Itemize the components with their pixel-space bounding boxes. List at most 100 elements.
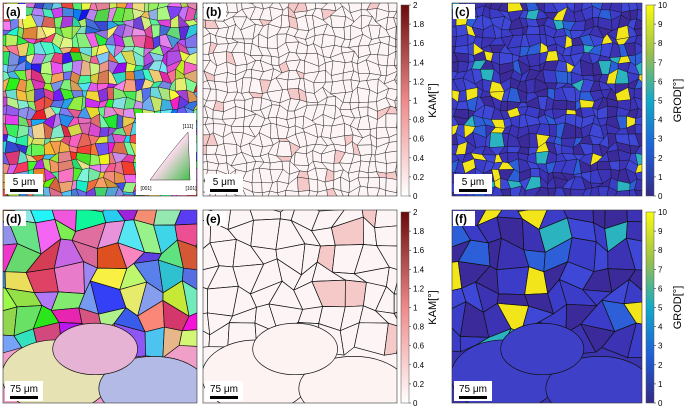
grain bbox=[374, 310, 397, 327]
grain bbox=[85, 187, 97, 196]
panel-label: (c) bbox=[455, 5, 470, 19]
grain bbox=[203, 161, 209, 171]
grain bbox=[31, 143, 45, 157]
grain bbox=[184, 19, 197, 27]
grain bbox=[343, 25, 352, 40]
colorbar-tick-label: 1 bbox=[413, 97, 418, 106]
colorbar-tick-label: 6 bbox=[658, 77, 663, 86]
panel-label: (e) bbox=[206, 212, 221, 226]
grain bbox=[181, 279, 197, 317]
grain bbox=[181, 312, 197, 332]
colorbar-tick-label: 10 bbox=[658, 1, 667, 10]
grain bbox=[184, 199, 199, 210]
grain bbox=[387, 3, 397, 13]
grain bbox=[628, 200, 639, 207]
grain bbox=[554, 70, 568, 84]
grain bbox=[174, 210, 197, 226]
grain bbox=[395, 107, 397, 112]
ipf-inset: [111] [001] [101] bbox=[136, 113, 197, 195]
panel-label: (a) bbox=[6, 5, 21, 19]
grain bbox=[448, 195, 457, 210]
grain bbox=[571, 199, 581, 207]
grain bbox=[144, 326, 165, 358]
colorbar-tick-label: 4 bbox=[658, 323, 663, 332]
grain bbox=[27, 198, 37, 206]
grain bbox=[147, 195, 149, 196]
grain bbox=[193, 9, 197, 20]
grain bbox=[72, 3, 83, 11]
colorbar-tick-label: 5 bbox=[658, 304, 663, 313]
grain bbox=[489, 132, 505, 148]
grain bbox=[297, 176, 310, 192]
colorbar-tick-label: 0 bbox=[413, 192, 418, 201]
grain bbox=[607, 197, 616, 209]
grain bbox=[144, 3, 150, 13]
grain bbox=[203, 145, 207, 155]
grain bbox=[374, 210, 397, 229]
colorbar bbox=[400, 211, 410, 404]
colorbar-tick-label: 1.2 bbox=[413, 77, 425, 86]
grain bbox=[510, 185, 523, 196]
grain bbox=[376, 245, 397, 270]
colorbar-tick-label: 0.2 bbox=[413, 173, 425, 182]
grain bbox=[186, 89, 197, 104]
scale-text: 5 μm bbox=[462, 177, 484, 188]
grain bbox=[534, 195, 536, 196]
grain bbox=[357, 185, 369, 196]
colorbar-tick-label: 0.2 bbox=[413, 380, 425, 389]
grain bbox=[467, 42, 474, 56]
grain bbox=[181, 267, 197, 291]
grain bbox=[183, 61, 197, 76]
grain bbox=[634, 178, 642, 192]
grain bbox=[235, 195, 238, 196]
panel-border bbox=[202, 2, 398, 197]
panel-border bbox=[451, 2, 643, 197]
grain bbox=[195, 245, 197, 250]
grain bbox=[525, 25, 540, 35]
grain bbox=[196, 199, 208, 210]
ebsd-map bbox=[452, 210, 676, 403]
grain bbox=[7, 194, 11, 196]
colorbar-tick-label: 1.6 bbox=[413, 39, 425, 48]
colorbar-tick-label: 1.4 bbox=[413, 58, 425, 67]
panel-4: (e) 75 μm 0 0.2 0.4 0.6 0.8 1 1.2 1.4 1.6 1.8 2 KAM[°… bbox=[202, 208, 439, 408]
colorbar-tick-label: 2 bbox=[413, 1, 418, 10]
grain bbox=[388, 133, 397, 143]
colorbar-tick-label: 8 bbox=[658, 246, 663, 255]
grain bbox=[394, 51, 397, 66]
grain bbox=[634, 189, 642, 196]
panel-0: (a) 5 μm bbox=[2, 2, 208, 210]
panel-label: (f) bbox=[455, 212, 467, 226]
grain bbox=[285, 190, 300, 196]
grain bbox=[651, 222, 676, 245]
grain bbox=[262, 197, 267, 210]
scale-bar bbox=[459, 396, 487, 399]
grain bbox=[20, 198, 28, 205]
panel-5: (f) 75 μm 0 1 2 3 4 5 6 7 8 9 10 GROD[°] bbox=[451, 208, 684, 408]
scale-bar bbox=[210, 396, 238, 399]
grain bbox=[62, 7, 74, 17]
grain bbox=[615, 189, 630, 196]
label-box bbox=[4, 211, 26, 226]
grain bbox=[525, 78, 536, 94]
grain bbox=[634, 124, 642, 135]
grain bbox=[544, 199, 557, 211]
grain bbox=[530, 168, 541, 178]
grain bbox=[5, 34, 18, 47]
grain bbox=[456, 100, 469, 110]
panel-border bbox=[451, 209, 643, 404]
grain bbox=[348, 194, 350, 196]
grain bbox=[104, 198, 114, 207]
grain bbox=[635, 152, 642, 166]
colorbar-tick-label: 7 bbox=[658, 58, 663, 67]
grain bbox=[629, 189, 638, 196]
grain bbox=[35, 199, 45, 207]
ebsd-map bbox=[203, 3, 397, 210]
grain bbox=[357, 200, 373, 210]
colorbar-tick-label: 2 bbox=[658, 361, 663, 370]
grain bbox=[636, 3, 642, 11]
grain bbox=[106, 87, 114, 100]
grain bbox=[394, 96, 397, 102]
colorbar-title: KAM[°] bbox=[427, 83, 439, 117]
colorbar-tick-label: 1.4 bbox=[413, 265, 425, 274]
